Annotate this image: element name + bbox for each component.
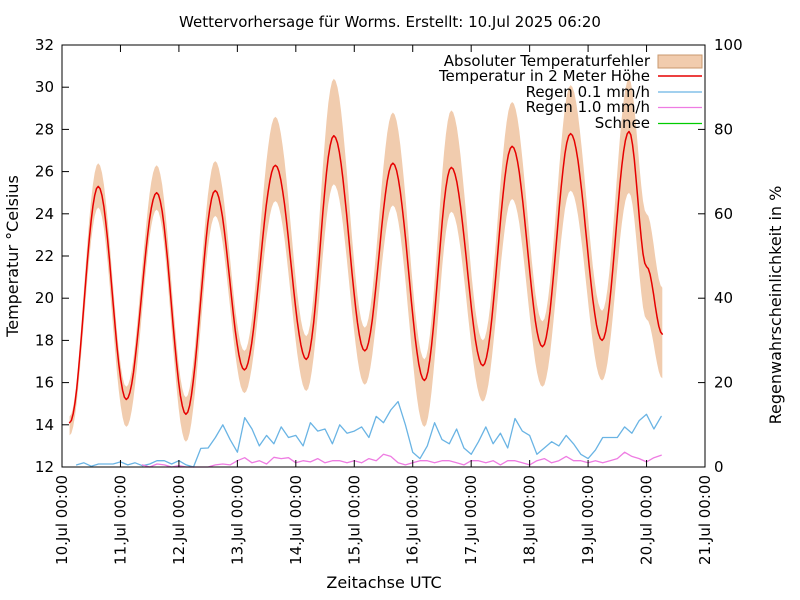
- legend-label-snow: Schnee: [595, 114, 650, 132]
- chart-axes: 12 14 16 18 20 22 24 26 28 30 32 0 20 40 60 80 100 10.Jul…: [35, 36, 743, 565]
- x-tick-label: 18.Jul 00:00: [521, 475, 539, 565]
- y-left-tick-label: 18: [35, 331, 54, 349]
- legend-label-rain10: Regen 1.0 mm/h: [526, 98, 650, 116]
- y-right-tick-label: 40: [714, 289, 733, 307]
- rain01-line: [75, 400, 662, 468]
- x-tick-label: 13.Jul 00:00: [228, 475, 246, 565]
- legend-label-temperature-error: Absoluter Temperaturfehler: [444, 52, 651, 70]
- x-tick-label: 20.Jul 00:00: [638, 475, 656, 565]
- y-left-tick-label: 14: [35, 416, 54, 434]
- legend-label-temperature: Temperatur in 2 Meter Höhe: [438, 67, 650, 85]
- x-tick-label: 14.Jul 00:00: [287, 475, 305, 565]
- x-tick-label: 19.Jul 00:00: [579, 475, 597, 565]
- rain10-line: [141, 451, 662, 468]
- temperature-error-band: [69, 78, 663, 442]
- temperature-line: [68, 130, 664, 424]
- x-tick-label: 12.Jul 00:00: [170, 475, 188, 565]
- x-tick-label: 17.Jul 00:00: [462, 475, 480, 565]
- y-right-tick-label: 80: [714, 120, 733, 138]
- x-tick-label: 10.Jul 00:00: [53, 475, 71, 565]
- y-right-tick-label: 100: [714, 36, 743, 54]
- y-left-tick-label: 20: [35, 289, 54, 307]
- y-left-tick-label: 28: [35, 120, 54, 138]
- y-left-tick-label: 30: [35, 78, 54, 96]
- y-right-tick-label: 20: [714, 374, 733, 392]
- y-left-tick-label: 16: [35, 374, 54, 392]
- y-left-tick-label: 26: [35, 163, 54, 181]
- legend-label-rain01: Regen 0.1 mm/h: [526, 83, 650, 101]
- x-tick-label: 16.Jul 00:00: [404, 475, 422, 565]
- x-tick-label: 11.Jul 00:00: [111, 475, 129, 565]
- error-band-area: [69, 78, 663, 442]
- x-axis-label: Zeitachse UTC: [326, 573, 441, 592]
- y-right-tick-label: 60: [714, 205, 733, 223]
- chart-title: Wettervorhersage für Worms. Erstellt: 10…: [179, 13, 601, 31]
- x-tick-label: 21.Jul 00:00: [696, 475, 714, 565]
- y-left-tick-label: 22: [35, 247, 54, 265]
- x-tick-label: 15.Jul 00:00: [345, 475, 363, 565]
- y-left-axis-label: Temperatur °Celsius: [3, 175, 22, 338]
- chart-legend: Absoluter Temperaturfehler Temperatur in…: [438, 52, 703, 132]
- y-left-tick-label: 32: [35, 36, 54, 54]
- y-left-tick-label: 24: [35, 205, 54, 223]
- y-right-tick-label: 0: [714, 458, 724, 476]
- legend-swatch-temperature-error: [657, 54, 703, 69]
- y-right-axis-label: Regenwahrscheinlichkeit in %: [766, 186, 785, 425]
- chart-series: [68, 130, 664, 468]
- y-left-tick-label: 12: [35, 458, 54, 476]
